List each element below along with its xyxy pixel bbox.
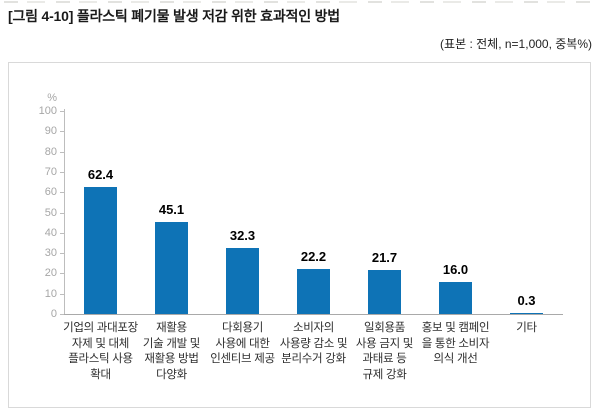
y-tick-mark (60, 212, 64, 214)
bar-value-label: 21.7 (371, 250, 398, 265)
bar (368, 270, 401, 314)
bar (155, 222, 188, 314)
bar-value-label: 32.3 (229, 228, 256, 243)
y-tick-label: 80 (44, 145, 57, 158)
y-tick-label: 60 (44, 186, 57, 199)
y-tick-mark (60, 232, 64, 234)
figure-subtitle: (표본 : 전체, n=1,000, 중복%) (440, 37, 592, 51)
y-tick-mark (60, 131, 64, 133)
figure-title: [그림 4-10] 플라스틱 폐기물 발생 저감 위한 효과적인 방법 (8, 8, 340, 24)
bar-value-label: 16.0 (442, 262, 469, 277)
bar-value-label: 62.4 (87, 167, 114, 182)
bar-value-label: 22.2 (300, 249, 327, 264)
bar-category-label: 기업의 과대포장 자제 및 대체 플라스틱 사용 확대 (63, 322, 138, 381)
y-axis-line (64, 109, 65, 315)
bar-category-label: 홍보 및 캠페인 을 통한 소비자 의식 개선 (421, 322, 490, 365)
y-tick-mark (60, 314, 64, 315)
bar (226, 248, 259, 314)
cropped-text-artifact (4, 1, 596, 3)
y-tick-label: 20 (44, 267, 57, 280)
y-axis-unit-label: % (47, 92, 57, 104)
bar-value-label: 0.3 (517, 293, 536, 308)
bar (84, 187, 117, 314)
y-tick-mark (60, 253, 64, 255)
y-tick-mark (60, 171, 64, 173)
y-tick-mark (60, 273, 64, 275)
chart-panel: % 0 10 20 30 40 50 60 70 80 90 100 62.4 기업의 과대포장 자제… (8, 62, 591, 408)
y-tick-label: 40 (44, 226, 57, 239)
y-tick-mark (60, 151, 64, 153)
bar-category-label: 재활용 기술 개발 및 재활용 방법 다양화 (142, 322, 201, 381)
bar-category-label: 기타 (516, 322, 537, 334)
bar-category-label: 일회용품 사용 금지 및 과태료 등 규제 강화 (355, 322, 414, 381)
y-tick-mark (60, 293, 64, 295)
bar-category-label: 다회용기 사용에 대한 인센티브 제공 (210, 322, 275, 365)
y-tick-mark (60, 111, 64, 112)
x-axis-line (64, 314, 563, 315)
y-tick-mark (60, 192, 64, 194)
y-tick-label: 50 (44, 206, 57, 219)
bar (510, 313, 543, 314)
bar (297, 269, 330, 314)
bar-value-label: 45.1 (158, 202, 185, 217)
y-tick-label: 70 (44, 165, 57, 178)
bar (439, 282, 472, 314)
y-tick-label: 100 (38, 105, 57, 117)
y-tick-label: 10 (44, 287, 57, 300)
y-tick-label: 0 (50, 308, 57, 320)
y-tick-label: 90 (44, 125, 57, 138)
y-tick-label: 30 (44, 247, 57, 260)
bar-category-label: 소비자의 사용량 감소 및 분리수거 강화 (279, 322, 348, 365)
